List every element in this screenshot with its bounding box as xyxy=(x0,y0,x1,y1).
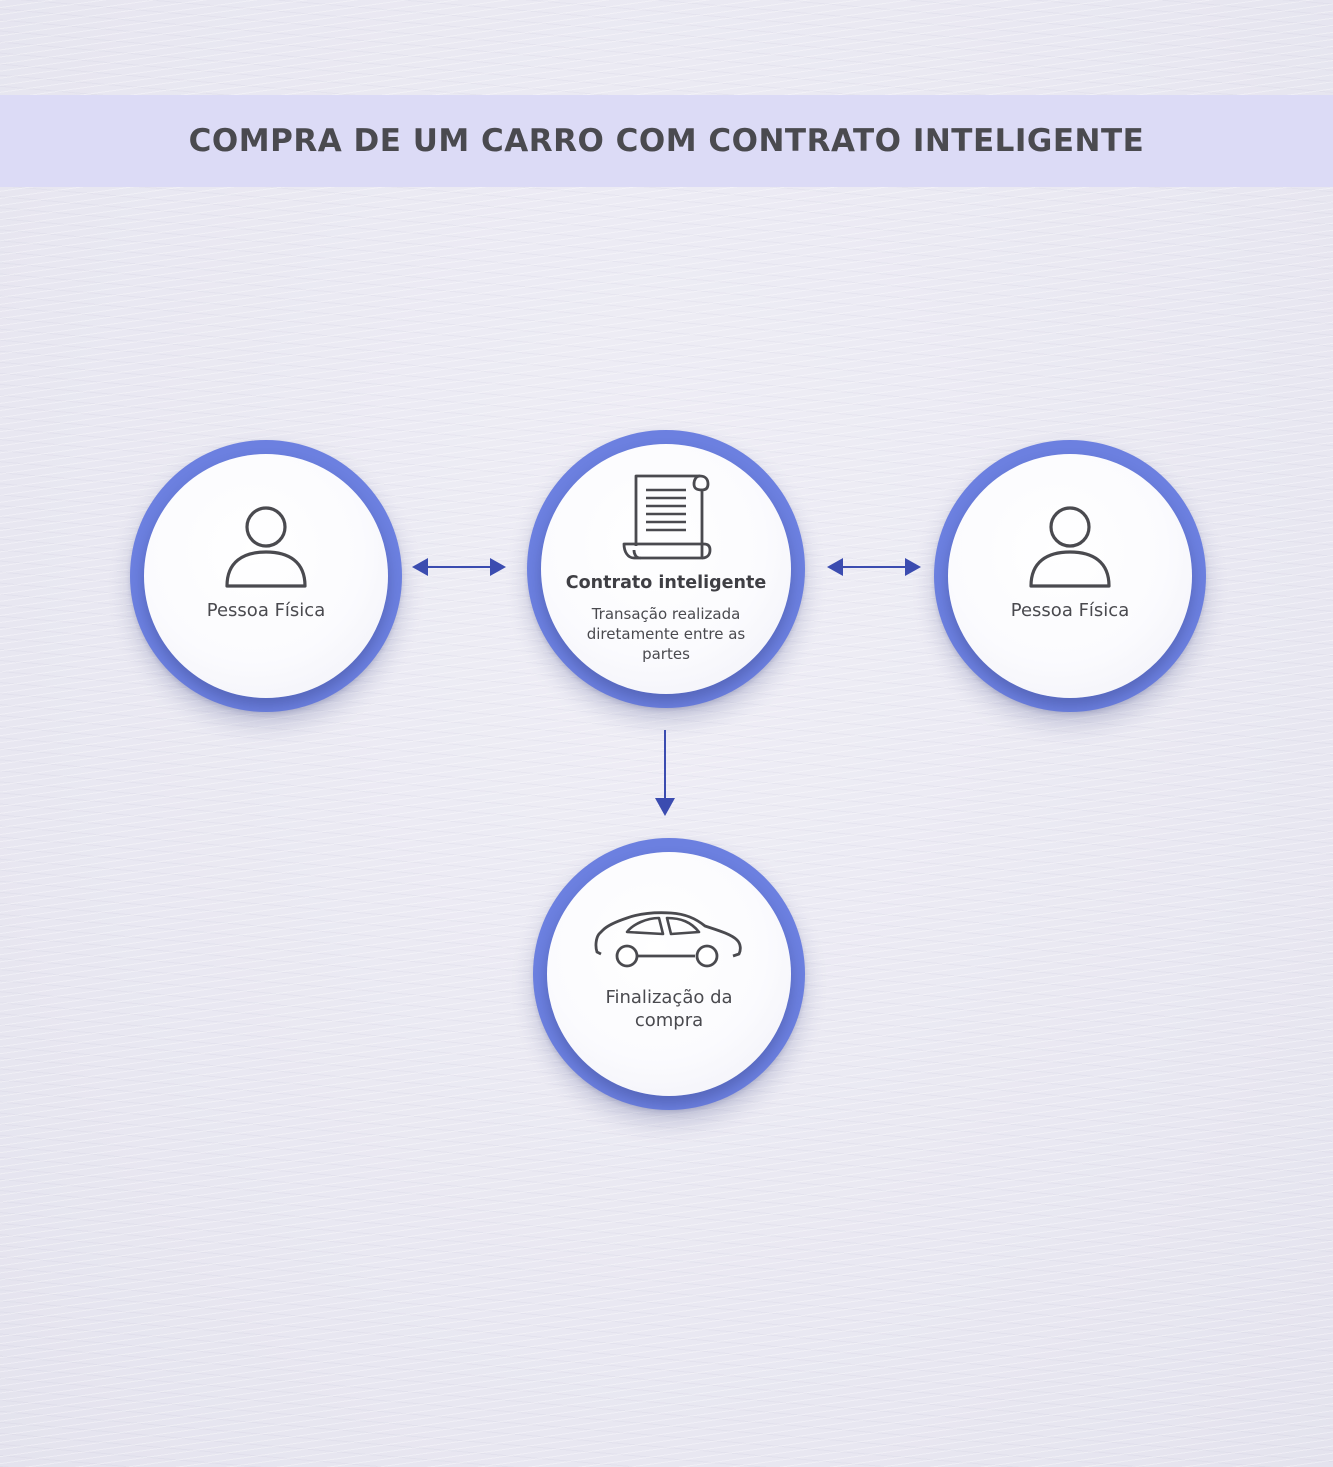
node-left: Pessoa Física xyxy=(130,440,402,712)
node-bottom: Finalização da compra xyxy=(533,838,805,1110)
contract-scroll-icon xyxy=(620,472,712,562)
down-arrow xyxy=(655,730,675,816)
car-icon xyxy=(593,910,745,970)
double-arrow-left xyxy=(412,558,506,576)
person-icon xyxy=(1025,504,1115,590)
person-icon xyxy=(221,504,311,590)
node-left-circle: Pessoa Física xyxy=(144,454,388,698)
double-arrow-right xyxy=(827,558,921,576)
node-center-label: Contrato inteligente xyxy=(565,573,767,593)
node-right-label: Pessoa Física xyxy=(1010,600,1130,621)
node-bottom-label: Finalização da compra xyxy=(605,987,733,1031)
node-bottom-circle: Finalização da compra xyxy=(547,852,791,1096)
node-center-description: Transação realizada diretamente entre as… xyxy=(586,605,746,663)
title-banner: COMPRA DE UM CARRO COM CONTRATO INTELIGE… xyxy=(0,95,1333,187)
node-right-circle: Pessoa Física xyxy=(948,454,1192,698)
node-left-label: Pessoa Física xyxy=(206,600,326,621)
node-center-circle: Contrato inteligente Transação realizada… xyxy=(541,444,791,694)
node-center: Contrato inteligente Transação realizada… xyxy=(527,430,805,708)
node-right: Pessoa Física xyxy=(934,440,1206,712)
page-title: COMPRA DE UM CARRO COM CONTRATO INTELIGE… xyxy=(188,123,1145,159)
